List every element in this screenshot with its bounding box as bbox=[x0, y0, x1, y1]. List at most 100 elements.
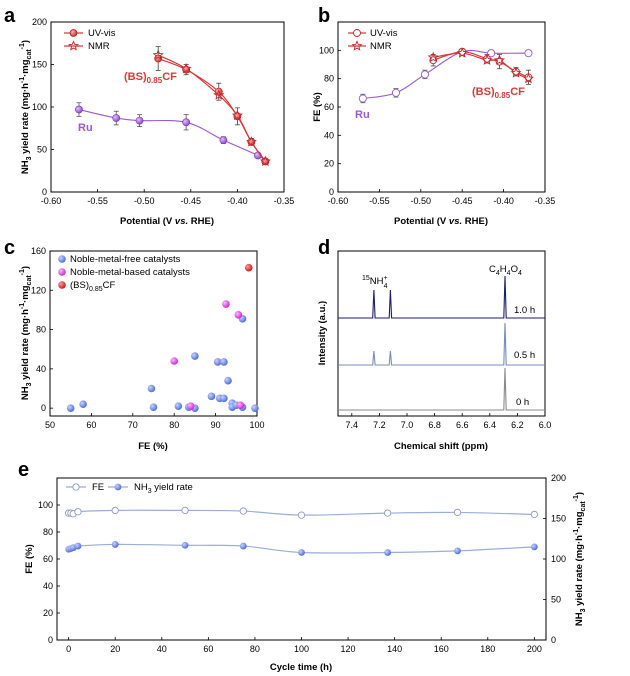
y-cat: cat bbox=[26, 275, 33, 286]
legend-uvvis-marker bbox=[69, 29, 78, 37]
y-close: ) bbox=[20, 40, 31, 43]
y-m1: -1 bbox=[573, 529, 580, 535]
x-tick-label: -0.55 bbox=[369, 196, 390, 206]
x-axis-label: Chemical shift (ppm) bbox=[394, 441, 488, 452]
x-tick-label: 200 bbox=[527, 644, 542, 654]
y-yield: yield rate (mg·h bbox=[574, 535, 585, 609]
y-mg: ·mg bbox=[20, 285, 31, 303]
panel-a-chart: -0.60 -0.55 -0.50 -0.45 -0.40 -0.35 0 50 100 150 2… bbox=[19, 17, 294, 227]
data-point-bs-nmr bbox=[180, 62, 192, 74]
y-cat: cat bbox=[580, 501, 587, 512]
x-tick-label: -0.55 bbox=[87, 196, 108, 206]
x-label-post: RHE) bbox=[462, 216, 488, 227]
data-point-noble-metal-free bbox=[207, 392, 216, 401]
data-point-ru bbox=[358, 94, 367, 103]
data-point-ru bbox=[391, 88, 401, 97]
data-point-noble-metal-free bbox=[191, 352, 199, 360]
y-axis-label-left: FE (%) bbox=[24, 544, 35, 574]
data-point-bs-nmr bbox=[493, 54, 505, 65]
y-tick-label: 100 bbox=[38, 500, 53, 510]
data-point-bs-nmr bbox=[481, 54, 493, 65]
data-point-nh3 bbox=[384, 549, 392, 556]
legend-based-marker bbox=[58, 268, 66, 276]
data-point-bs-nmr bbox=[152, 49, 164, 60]
data-point-noble-metal-based bbox=[186, 402, 195, 410]
annotation-ru: Ru bbox=[78, 122, 93, 134]
y-tick-label: 0 bbox=[329, 187, 334, 197]
x-tick-label: 40 bbox=[157, 644, 167, 654]
data-point-ru bbox=[112, 114, 121, 122]
nh3-main: NH bbox=[134, 482, 148, 493]
legend-nmr-label: NMR bbox=[370, 41, 392, 52]
data-point-bs-nmr bbox=[231, 109, 243, 121]
x-axis-label: Potential (V vs. RHE) bbox=[120, 216, 214, 227]
x-tick-label: 90 bbox=[211, 420, 221, 430]
y-3: 3 bbox=[580, 608, 587, 612]
legend-uvvis-label: UV-vis bbox=[370, 28, 398, 39]
y-axis-label-right: NH3 yield rate (mg·h-1·mgcat-1) bbox=[573, 492, 587, 626]
bs-suffix: CF bbox=[162, 71, 177, 83]
y-tick-label: 80 bbox=[43, 527, 53, 537]
y-tick-label: 40 bbox=[36, 364, 46, 374]
y-axis-label: Intensity (a.u.) bbox=[317, 301, 328, 365]
data-point-noble-metal-based bbox=[236, 401, 245, 409]
bs-sub: 0.85 bbox=[89, 286, 103, 293]
data-point-nh3 bbox=[181, 541, 189, 549]
x-axis-label: Cycle time (h) bbox=[270, 662, 332, 673]
data-point-noble-metal-free bbox=[220, 358, 228, 366]
trace-label-05h: 0.5 h bbox=[514, 350, 535, 361]
data-point-ru bbox=[182, 118, 191, 127]
plot-frame bbox=[50, 21, 285, 193]
c4-n3: 4 bbox=[518, 270, 522, 277]
y-axis-label: NH3 yield rate (mg·h-1·mgcat-1) bbox=[19, 266, 33, 400]
x-tick-label: 6.2 bbox=[511, 420, 524, 430]
data-point-fe bbox=[530, 510, 539, 519]
plot-frame bbox=[49, 250, 258, 417]
data-point-nh3 bbox=[111, 541, 119, 548]
y-close: ) bbox=[20, 266, 31, 269]
panel-letter-e: e bbox=[18, 459, 29, 481]
legend-nmr-marker bbox=[351, 40, 363, 51]
y-3: 3 bbox=[26, 156, 33, 160]
data-point-noble-metal-free bbox=[174, 402, 183, 410]
data-point-nh3 bbox=[74, 542, 82, 550]
x-tick-label: 70 bbox=[128, 420, 138, 430]
y-tick-label: 80 bbox=[324, 74, 334, 84]
nh4-main: NH bbox=[370, 276, 384, 287]
x-tick-label: 6.4 bbox=[484, 420, 497, 430]
x-tick-label: 100 bbox=[249, 420, 264, 430]
y-tick-label: 20 bbox=[324, 159, 334, 169]
y-tick-label: 60 bbox=[43, 554, 53, 564]
legend-free-label: Noble-metal-free catalysts bbox=[70, 254, 181, 265]
x-label-vs: vs. bbox=[449, 216, 462, 227]
x-label-pre: Potential (V bbox=[120, 216, 175, 227]
y-m1: -1 bbox=[19, 77, 26, 83]
legend-bs-label: (BS)0.85CF bbox=[70, 280, 115, 293]
legend-free-marker bbox=[58, 255, 66, 263]
y-yield: yield rate (mg·h bbox=[20, 309, 31, 383]
data-point-noble-metal-free bbox=[66, 404, 75, 412]
y-tick-label: 200 bbox=[32, 17, 47, 27]
x-tick-label: -0.35 bbox=[274, 196, 295, 206]
y-tick-label: 120 bbox=[31, 285, 46, 295]
y-tick-label: 0 bbox=[48, 635, 53, 645]
data-point-fe bbox=[74, 508, 82, 516]
bs-prefix: (BS) bbox=[472, 86, 495, 98]
c4-h: H bbox=[500, 264, 507, 275]
y-tick-label: 60 bbox=[324, 102, 334, 112]
y-m1b: -1 bbox=[573, 495, 580, 501]
spectrum-0h bbox=[338, 367, 545, 411]
data-point-bs-nmr bbox=[213, 89, 225, 100]
data-point-noble-metal-based bbox=[222, 300, 230, 308]
data-point-ru bbox=[524, 49, 533, 58]
x-tick-label: -0.40 bbox=[493, 196, 514, 206]
x-tick-label: 6.8 bbox=[428, 420, 441, 430]
y-tick-label: 0 bbox=[41, 403, 46, 413]
spectrum-1h bbox=[338, 275, 545, 319]
y-tick-label: 160 bbox=[31, 246, 46, 256]
y-3: 3 bbox=[26, 382, 33, 386]
c4-o: O bbox=[511, 264, 518, 275]
bs-sub: 0.85 bbox=[147, 76, 163, 85]
data-point-nh3 bbox=[298, 549, 305, 556]
bs-prefix: (BS) bbox=[70, 280, 89, 291]
